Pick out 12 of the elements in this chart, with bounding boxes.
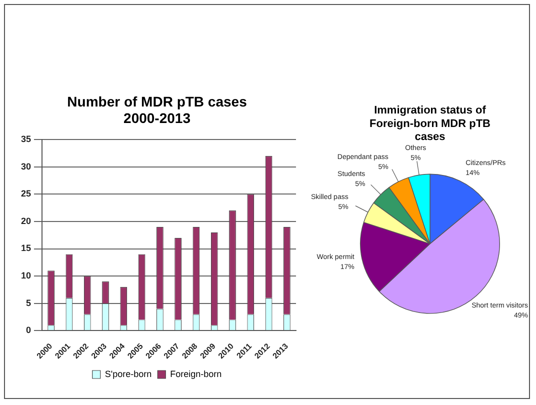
y-tick-label: 35 [20,134,32,144]
chart-title: Immigration status of Foreign-born MDR pTB cases [370,104,491,144]
y-tick-label: 10 [20,270,32,281]
y-tick-label: 15 [20,243,32,254]
legend-label: Foreign-born [170,368,222,379]
y-tick-label: 0 [26,325,32,336]
y-tick-label: 20 [20,216,32,226]
chart-title: Number of MDR pTB cases 2000-2013 [67,93,248,126]
legend-label: S'pore-born [104,368,152,379]
y-tick-label: 25 [20,188,32,199]
y-tick-label: 30 [20,161,32,172]
y-tick-label: 5 [26,298,32,308]
